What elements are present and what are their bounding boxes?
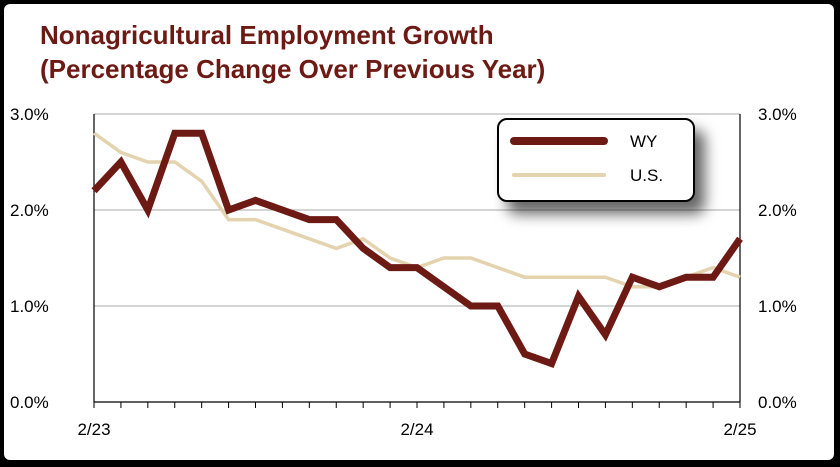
y-tick-label-left: 1.0%	[10, 297, 49, 316]
y-tick-label-right: 3.0%	[758, 105, 797, 124]
y-tick-label-left: 0.0%	[10, 393, 49, 412]
y-tick-label-right: 2.0%	[758, 201, 797, 220]
legend-label-us: U.S.	[630, 166, 663, 185]
x-tick-label: 2/25	[723, 420, 756, 439]
y-tick-label-left: 2.0%	[10, 201, 49, 220]
legend-box	[497, 118, 695, 202]
y-tick-label-left: 3.0%	[10, 105, 49, 124]
chart-frame: Nonagricultural Employment Growth (Perce…	[4, 4, 834, 460]
x-tick-label: 2/24	[400, 420, 433, 439]
legend: WY U.S.	[497, 118, 695, 202]
chart-subtitle: (Percentage Change Over Previous Year)	[40, 54, 546, 84]
tick-labels: 0.0% 0.0% 1.0% 1.0% 2.0% 2.0% 3.0% 3.0% 2/23 2/24…	[10, 105, 797, 439]
series-lines	[91, 129, 743, 369]
chart-title: Nonagricultural Employment Growth	[40, 20, 494, 50]
y-tick-label-right: 1.0%	[758, 297, 797, 316]
series-line-wy	[91, 129, 743, 369]
grid-lines	[94, 113, 740, 307]
x-tick-label: 2/23	[77, 420, 110, 439]
y-tick-label-right: 0.0%	[758, 393, 797, 412]
legend-label-wy: WY	[630, 132, 657, 151]
axes	[93, 114, 741, 408]
